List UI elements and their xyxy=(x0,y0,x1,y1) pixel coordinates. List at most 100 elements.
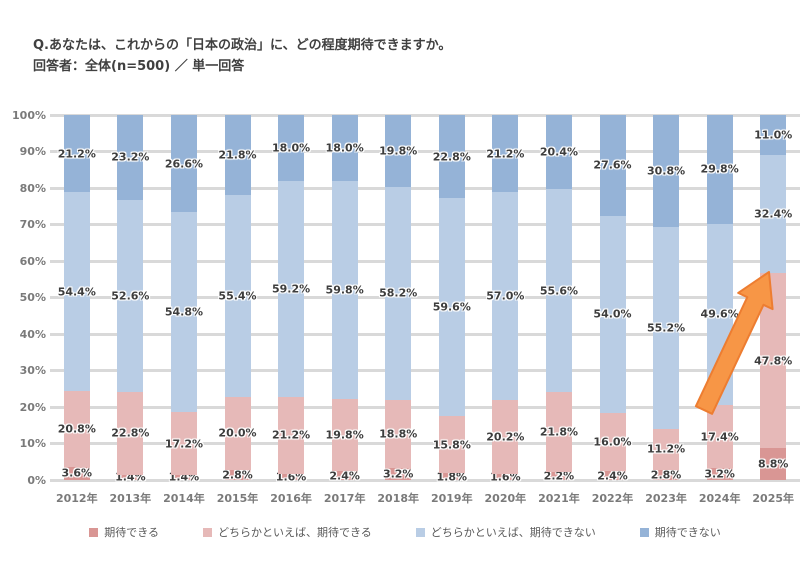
bar-data-label: 19.8% xyxy=(379,144,418,158)
bar-segment-どちらかといえば、期待できない xyxy=(278,180,305,397)
x-axis-label: 2022年 xyxy=(591,492,634,505)
bar-segment-期待できない xyxy=(599,115,626,216)
bar-segment-期待できない xyxy=(492,115,519,193)
x-axis-label: 2014年 xyxy=(163,492,205,505)
legend-label: どちらかといえば、期待できない xyxy=(430,526,596,539)
bar-segment-どちらかといえば、期待できない xyxy=(760,155,787,274)
bar-segment-期待できる xyxy=(545,471,572,480)
bar-data-label: 2.4% xyxy=(329,469,360,483)
bar-segment-どちらかといえば、期待できる xyxy=(545,392,572,472)
bar-segment-どちらかといえば、期待できない xyxy=(170,212,197,413)
x-axis-label: 2023年 xyxy=(645,492,687,505)
bar-data-label: 54.8% xyxy=(164,305,204,319)
bar-data-label: 3.2% xyxy=(704,467,735,481)
legend-item: どちらかといえば、期待できない xyxy=(415,524,596,540)
bar-data-label: 11.0% xyxy=(754,128,793,142)
bar-data-label: 2.8% xyxy=(650,468,682,482)
chart-legend: 期待できる どちらかといえば、期待できる どちらかといえば、期待できない 期待できない xyxy=(0,524,810,540)
legend-item: 期待できない xyxy=(639,524,721,540)
y-axis-label: 20% xyxy=(19,400,46,414)
x-axis-label: 2016年 xyxy=(270,492,312,505)
bar-segment-期待できる xyxy=(438,473,465,480)
bar-data-label: 59.8% xyxy=(325,283,364,297)
bar-data-label: 18.8% xyxy=(379,427,418,441)
bar-segment-どちらかといえば、期待できない xyxy=(653,227,680,429)
bar-segment-どちらかといえば、期待できない xyxy=(385,187,412,400)
bar-segment-どちらかといえば、期待できない xyxy=(331,180,358,399)
bar-data-label: 55.6% xyxy=(539,284,579,298)
x-axis-label: 2020年 xyxy=(484,492,527,505)
bar-segment-どちらかといえば、期待できる xyxy=(653,428,680,470)
legend-label: どちらかといえば、期待できる xyxy=(218,526,372,539)
gridline xyxy=(50,150,800,153)
y-axis-label: 70% xyxy=(19,218,46,231)
bar-data-label: 59.2% xyxy=(271,282,311,296)
gridline xyxy=(50,223,800,226)
bar-segment-期待できない xyxy=(331,115,358,181)
bar-segment-期待できない xyxy=(117,115,144,200)
bar-data-label: 55.4% xyxy=(218,289,257,303)
bar-segment-どちらかといえば、期待できる xyxy=(170,412,197,475)
bar-segment-どちらかといえば、期待できない xyxy=(117,199,144,392)
y-axis-label: 90% xyxy=(19,145,46,158)
bar-segment-期待できない xyxy=(224,115,251,195)
bar-segment-期待できる xyxy=(331,471,358,480)
bar-data-label: 22.8% xyxy=(111,426,150,440)
x-axis-label: 2017年 xyxy=(323,492,366,505)
bar-data-label: 20.4% xyxy=(539,145,579,159)
bar-data-label: 23.2% xyxy=(111,150,150,164)
bar-data-label: 3.6% xyxy=(61,466,93,480)
bar-data-label: 11.2% xyxy=(646,442,686,456)
bar-segment-どちらかといえば、期待できない xyxy=(545,189,572,393)
bar-data-label: 3.2% xyxy=(382,467,414,481)
legend-swatch xyxy=(639,527,649,537)
bar-data-label: 47.8% xyxy=(754,354,793,368)
bar-segment-期待できない xyxy=(706,115,733,224)
bar-segment-期待できない xyxy=(278,115,305,181)
bar-data-label: 32.4% xyxy=(754,207,793,221)
gridline xyxy=(50,405,800,409)
x-axis-label: 2013年 xyxy=(109,492,152,505)
chart-subtitle: 回答者：全体(n=500) ／ 単一回答 xyxy=(33,58,245,74)
bar-segment-期待できる xyxy=(117,474,144,480)
bar-data-label: 21.2% xyxy=(271,428,311,442)
bar-data-label: 19.8% xyxy=(325,428,364,442)
bar-data-label: 27.6% xyxy=(593,158,632,172)
bar-data-label: 30.8% xyxy=(646,164,686,178)
gridline xyxy=(50,478,800,482)
bar-data-label: 59.6% xyxy=(432,300,471,314)
legend-label: 期待できる xyxy=(104,526,159,539)
bar-data-label: 17.4% xyxy=(700,430,739,444)
bar-data-label: 8.8% xyxy=(757,457,789,471)
bar-segment-期待できない xyxy=(545,115,572,190)
y-axis-label: 50% xyxy=(19,291,46,304)
bar-segment-どちらかといえば、期待できる xyxy=(117,391,144,475)
bar-data-label: 22.8% xyxy=(432,150,471,164)
bar-data-label: 18.0% xyxy=(325,141,364,155)
gridline xyxy=(50,296,800,299)
legend-swatch xyxy=(203,527,212,537)
gridline xyxy=(50,259,800,263)
bar-segment-どちらかといえば、期待できる xyxy=(438,415,465,474)
bar-segment-どちらかといえば、期待できる xyxy=(63,390,90,467)
bar-segment-どちらかといえば、期待できる xyxy=(599,412,626,472)
x-axis-label: 2021年 xyxy=(538,492,580,505)
bar-segment-期待できる xyxy=(63,466,90,480)
bar-data-label: 16.0% xyxy=(593,435,632,449)
bar-segment-どちらかといえば、期待できる xyxy=(278,396,305,475)
bar-segment-どちらかといえば、期待できない xyxy=(599,215,626,413)
bar-data-label: 54.4% xyxy=(57,285,96,299)
bar-data-label: 21.2% xyxy=(57,147,96,161)
bar-data-label: 52.6% xyxy=(111,289,150,303)
bar-segment-期待できない xyxy=(63,115,90,193)
y-axis-label: 80% xyxy=(19,181,46,195)
bar-data-label: 21.2% xyxy=(486,147,525,161)
bar-data-label: 21.8% xyxy=(539,425,579,439)
y-axis-label: 10% xyxy=(19,437,46,450)
bar-segment-期待できる xyxy=(224,469,251,480)
gridline xyxy=(50,186,800,190)
chart-title-block: Q.あなたは、これからの「日本の政治」に、どの程度期待できますか。 回答者：全体… xyxy=(33,36,593,78)
bar-data-label: 17.2% xyxy=(164,437,204,450)
y-axis-label: 100% xyxy=(12,108,46,122)
